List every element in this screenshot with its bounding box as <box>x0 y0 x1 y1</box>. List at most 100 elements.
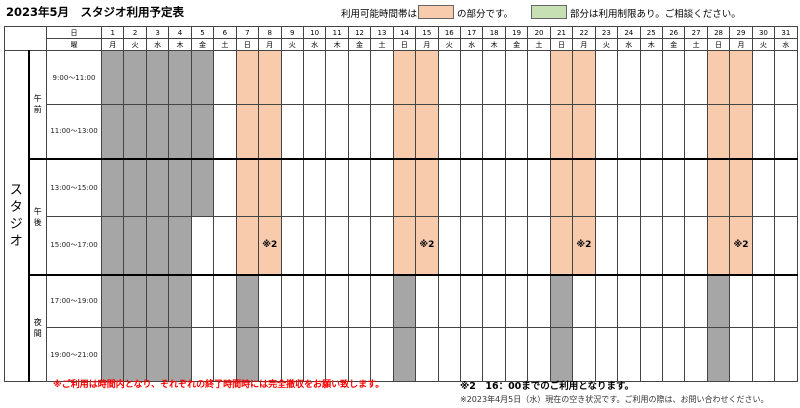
slot-open <box>347 157 372 217</box>
slot-open <box>684 104 708 159</box>
slot-closed <box>145 157 170 217</box>
weekday: 金 <box>347 38 372 51</box>
slot-closed <box>100 216 125 275</box>
slot-open <box>370 50 394 105</box>
slot-open <box>482 273 506 328</box>
slot-open <box>482 157 506 217</box>
slot-available <box>706 50 731 105</box>
slot-closed <box>706 327 731 382</box>
slot-open <box>459 327 484 382</box>
slot-open <box>302 273 327 328</box>
weekday: 日 <box>549 38 574 51</box>
slot-open <box>347 327 372 382</box>
slot-open <box>190 216 215 275</box>
slot-open <box>617 104 641 159</box>
slot-open <box>347 104 372 159</box>
page-title: 2023年5月 スタジオ利用予定表 <box>6 5 185 19</box>
slot-open <box>459 50 484 105</box>
slot-open <box>280 104 304 159</box>
slot-closed <box>100 327 125 382</box>
day-number: 4 <box>168 26 192 39</box>
slot-open <box>459 216 484 275</box>
legend-restricted-swatch <box>531 5 567 19</box>
slot-open <box>684 273 708 328</box>
slot-available <box>729 104 753 159</box>
slot-open <box>325 157 349 217</box>
slot-available <box>392 157 417 217</box>
slot-open <box>347 50 372 105</box>
slot-closed <box>145 327 170 382</box>
slot-open <box>437 157 462 217</box>
day-number: 1 <box>100 26 125 39</box>
slot-open <box>302 157 327 217</box>
weekday: 月 <box>572 38 596 51</box>
day-number: 6 <box>213 26 237 39</box>
day-number: 15 <box>415 26 439 39</box>
day-number: 19 <box>504 26 529 39</box>
slot-open <box>527 216 551 275</box>
slot-closed <box>145 273 170 328</box>
slot-available <box>392 104 417 159</box>
slot-open <box>594 104 619 159</box>
slot-open <box>482 104 506 159</box>
slot-open <box>729 327 753 382</box>
slot-open <box>572 273 596 328</box>
slot-open <box>661 157 686 217</box>
day-number: 13 <box>370 26 394 39</box>
slot-open <box>370 157 394 217</box>
slot-open <box>258 273 282 328</box>
time-slot: 11:00～13:00 <box>46 104 102 159</box>
day-number: 14 <box>392 26 417 39</box>
day-number: 26 <box>661 26 686 39</box>
slot-closed <box>123 104 147 159</box>
slot-open <box>437 273 462 328</box>
slot-closed <box>145 104 170 159</box>
slot-open <box>639 104 663 159</box>
slot-open <box>751 327 776 382</box>
time-slot: 17:00～19:00 <box>46 273 102 328</box>
time-slot: 13:00～15:00 <box>46 157 102 217</box>
day-number: 2 <box>123 26 147 39</box>
slot-open <box>661 104 686 159</box>
slot-closed <box>190 104 215 159</box>
slot-available <box>549 216 574 275</box>
slot-open <box>751 216 776 275</box>
slot-available <box>392 216 417 275</box>
slot-open <box>280 216 304 275</box>
slot-open <box>437 50 462 105</box>
slot-open <box>459 104 484 159</box>
slot-open <box>325 273 349 328</box>
slot-available <box>415 50 439 105</box>
day-number: 17 <box>459 26 484 39</box>
slot-open <box>594 157 619 217</box>
slot-closed <box>145 50 170 105</box>
weekday: 木 <box>639 38 663 51</box>
slot-open <box>437 104 462 159</box>
slot-open <box>617 273 641 328</box>
day-number: 11 <box>325 26 349 39</box>
slot-open <box>774 104 798 159</box>
studio-label: スタジオ <box>4 50 30 382</box>
slot-available <box>415 157 439 217</box>
slot-open <box>459 157 484 217</box>
legend-available-swatch <box>418 5 454 19</box>
slot-closed <box>100 273 125 328</box>
weekday: 火 <box>437 38 462 51</box>
weekday: 火 <box>751 38 776 51</box>
slot-closed <box>168 50 192 105</box>
weekday: 月 <box>258 38 282 51</box>
slot-closed <box>235 327 260 382</box>
header-corner <box>4 26 47 51</box>
slot-open <box>594 327 619 382</box>
day-number: 10 <box>302 26 327 39</box>
slot-available <box>235 50 260 105</box>
weekday: 金 <box>190 38 215 51</box>
day-number: 5 <box>190 26 215 39</box>
day-number: 8 <box>258 26 282 39</box>
slot-closed <box>123 216 147 275</box>
slot-open <box>190 273 215 328</box>
slot-open <box>213 216 237 275</box>
slot-closed <box>392 273 417 328</box>
weekday: 金 <box>661 38 686 51</box>
slot-open <box>325 104 349 159</box>
